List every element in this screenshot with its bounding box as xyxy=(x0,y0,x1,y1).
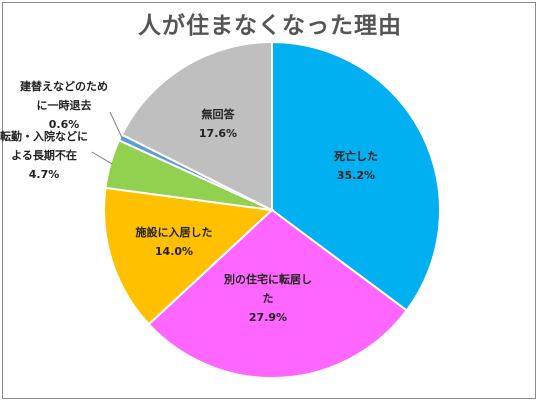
slice-value-label: 0.6% xyxy=(49,118,80,131)
slice-value-label: 35.2% xyxy=(337,169,375,182)
slice-category-label: 建替えなどのため xyxy=(20,79,108,93)
leader-line xyxy=(109,111,123,139)
slice-category-label: 無回答 xyxy=(202,107,236,121)
slice-value-label: 27.9% xyxy=(249,311,287,324)
slice-value-label: 14.0% xyxy=(155,245,193,258)
slice-tenkyo xyxy=(147,208,409,379)
slice-mukaitou xyxy=(120,40,273,212)
slice-category-label: 転勤・入院などに xyxy=(0,129,88,143)
leader-line xyxy=(91,151,113,165)
slice-category-label: 死亡した xyxy=(334,149,378,163)
slice-category-label: た xyxy=(263,292,274,305)
slice-category-label: 別の住宅に転居し xyxy=(223,272,312,286)
slice-category-label: 施設に入居した xyxy=(136,225,213,239)
slice-category-label: に一時退去 xyxy=(37,98,92,112)
slice-shibou xyxy=(271,40,441,312)
chart-title: 人が住まなくなった理由 xyxy=(138,13,402,39)
slice-value-label: 4.7% xyxy=(29,168,60,181)
slice-shisetsu xyxy=(103,186,275,326)
slice-category-label: よる長期不在 xyxy=(11,148,77,162)
slice-value-label: 17.6% xyxy=(199,127,237,140)
